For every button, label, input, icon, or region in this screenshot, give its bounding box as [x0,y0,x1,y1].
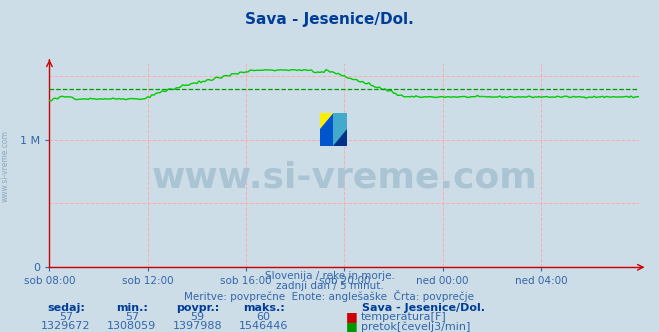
Text: 60: 60 [256,312,271,322]
Text: sedaj:: sedaj: [47,303,85,313]
Text: 1397988: 1397988 [173,321,223,331]
Text: min.:: min.: [116,303,148,313]
Text: Slovenija / reke in morje.: Slovenija / reke in morje. [264,271,395,281]
Text: ■: ■ [346,320,358,332]
Text: maks.:: maks.: [243,303,285,313]
Text: Sava - Jesenice/Dol.: Sava - Jesenice/Dol. [362,303,486,313]
Text: 1329672: 1329672 [41,321,91,331]
Text: 57: 57 [59,312,73,322]
Polygon shape [320,113,333,146]
Polygon shape [320,113,333,129]
Polygon shape [333,129,347,146]
Text: povpr.:: povpr.: [176,303,219,313]
Text: temperatura[F]: temperatura[F] [361,312,447,322]
Text: ■: ■ [346,310,358,323]
Text: zadnji dan / 5 minut.: zadnji dan / 5 minut. [275,281,384,290]
Text: 1546446: 1546446 [239,321,288,331]
Text: 1308059: 1308059 [107,321,156,331]
Text: pretok[čevelj3/min]: pretok[čevelj3/min] [361,321,471,332]
Text: 57: 57 [125,312,139,322]
Text: Meritve: povprečne  Enote: anglešaške  Črta: povprečje: Meritve: povprečne Enote: anglešaške Črt… [185,290,474,302]
Text: www.si-vreme.com: www.si-vreme.com [152,160,537,195]
Text: www.si-vreme.com: www.si-vreme.com [1,130,10,202]
Polygon shape [333,113,347,146]
Text: Sava - Jesenice/Dol.: Sava - Jesenice/Dol. [245,12,414,27]
Text: 59: 59 [190,312,205,322]
